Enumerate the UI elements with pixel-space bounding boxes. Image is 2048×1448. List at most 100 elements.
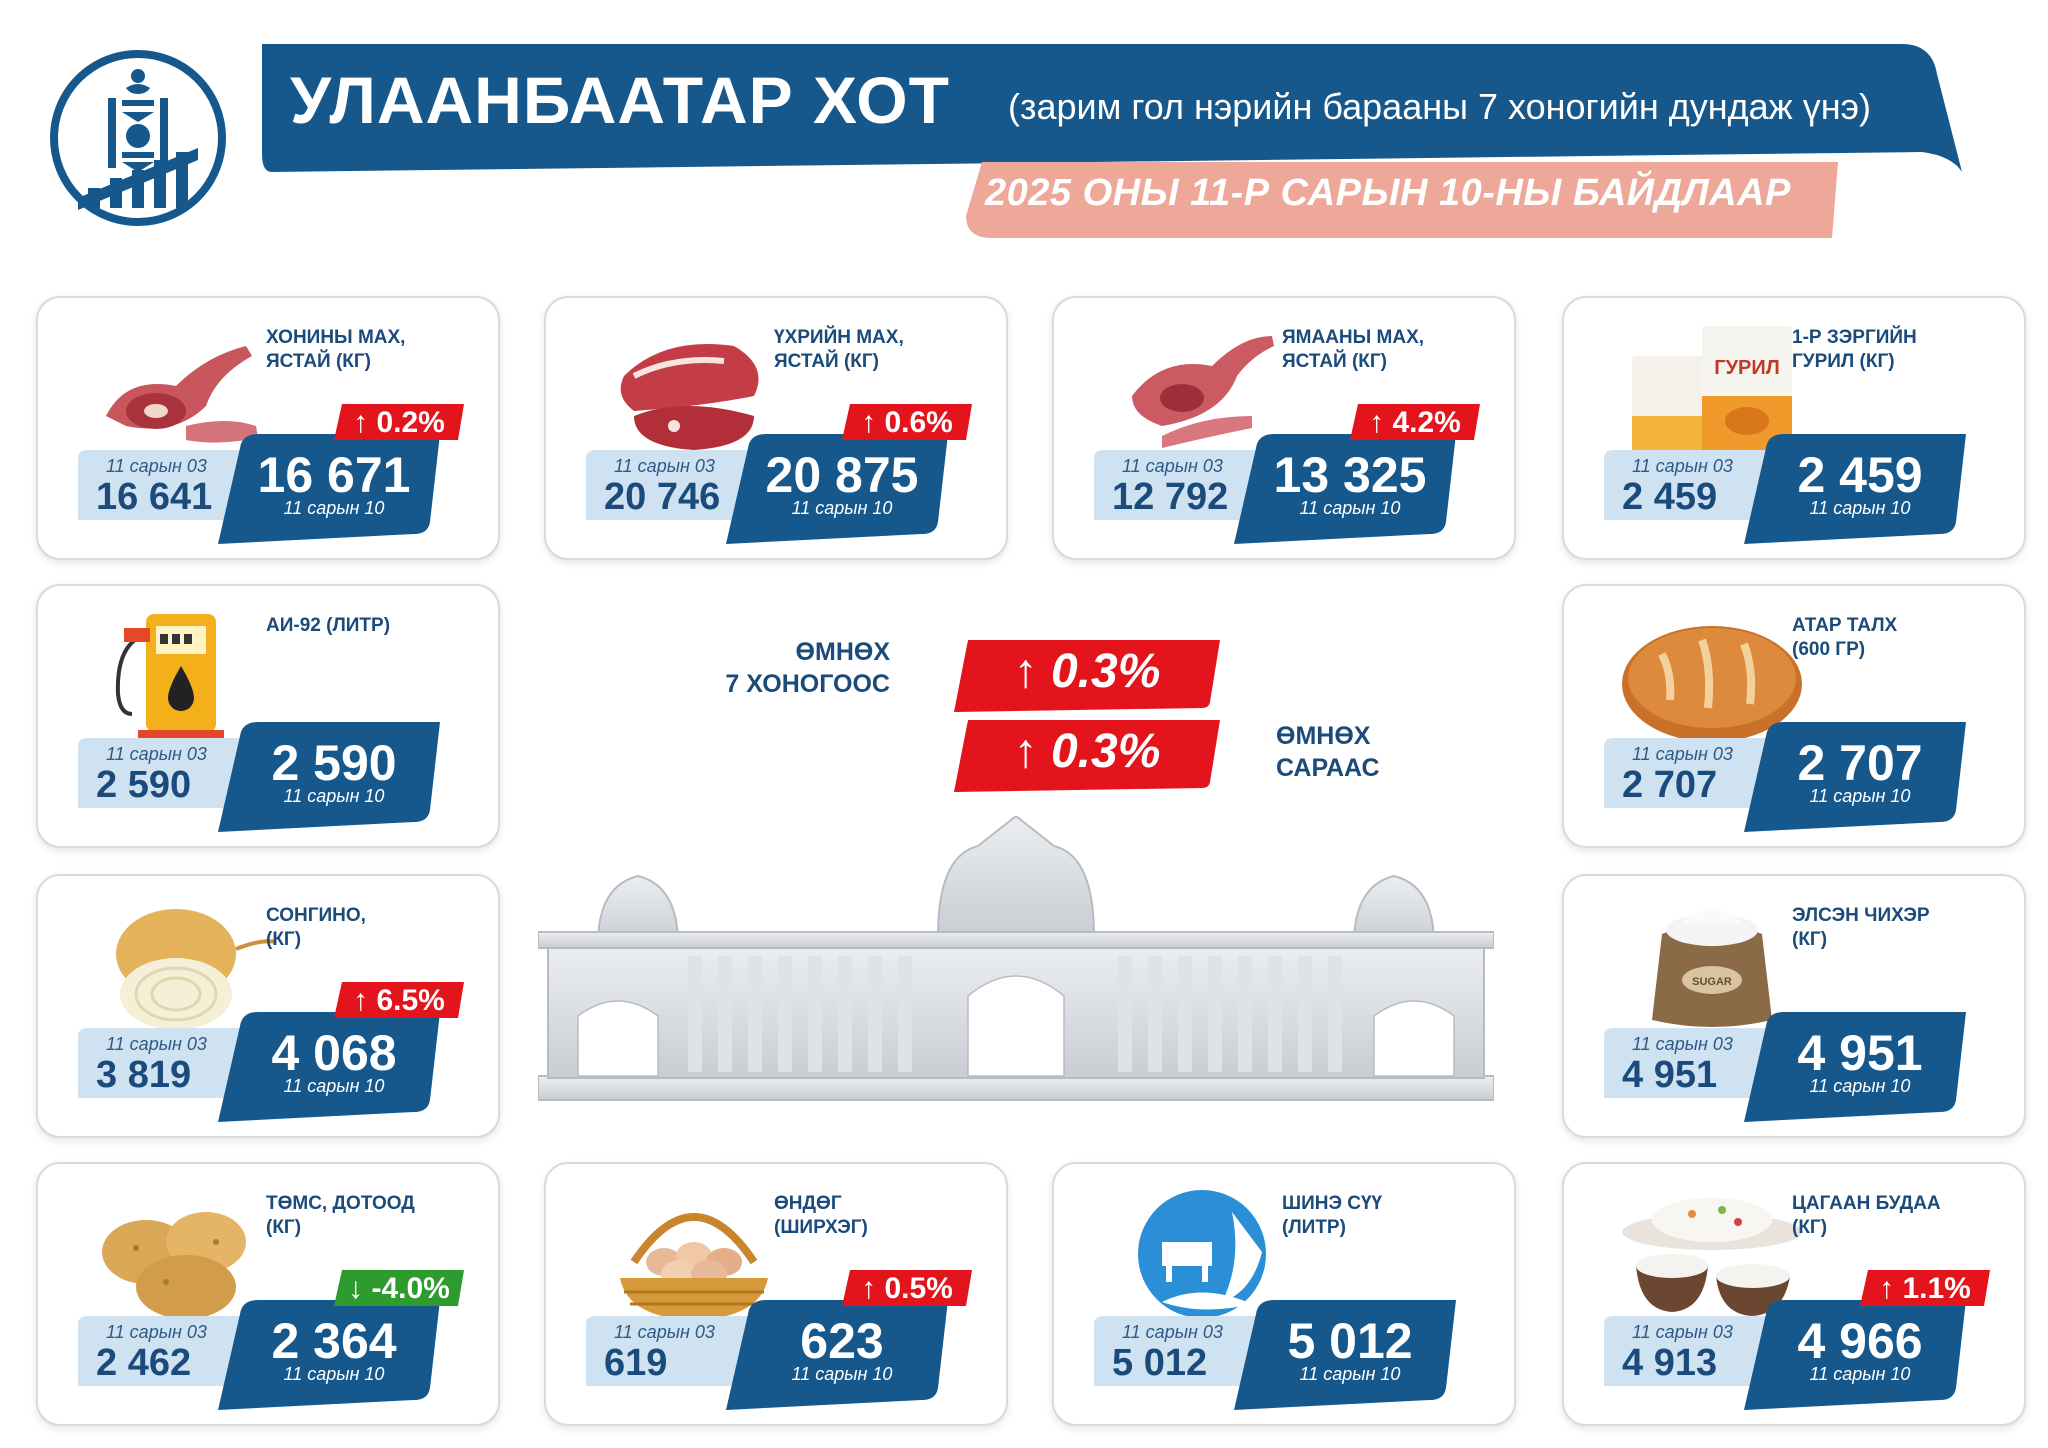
change-value: ↑ 1.1%	[1879, 1272, 1971, 1305]
price-card: АТАР ТАЛХ (600 ГР) 11 сарын 03 2 707 2 707 1…	[1562, 584, 2026, 848]
price-card: ГУРИЛ 1-Р ЗЭРГИЙН ГУРИЛ (КГ) 11 сарын 03 2 …	[1562, 296, 2026, 560]
page-subtitle: (зарим гол нэрийн барааны 7 хоногийн дун…	[1008, 86, 1871, 127]
change-badge	[1350, 404, 1480, 440]
current-date-label: 11 сарын 10	[791, 498, 893, 518]
current-price-band	[1234, 1300, 1456, 1410]
item-name: ШИНЭ СҮҮ (ЛИТР)	[1282, 1193, 1383, 1238]
government-palace-icon	[538, 816, 1494, 1101]
rice-icon	[1622, 1198, 1802, 1316]
current-price: 4 068	[271, 1025, 397, 1081]
monthly-change-badge	[954, 720, 1220, 792]
previous-price: 2 462	[96, 1342, 192, 1384]
mutton-icon	[106, 346, 258, 443]
previous-date-label: 11 сарын 03	[614, 1322, 715, 1342]
change-value: ↑ 0.2%	[353, 406, 445, 439]
date-banner	[966, 162, 1838, 238]
current-price: 2 459	[1797, 447, 1923, 503]
item-name: ЯМААНЫ МАХ, ЯСТАЙ (КГ)	[1282, 327, 1425, 372]
change-badge	[842, 1270, 972, 1306]
current-date-label: 11 сарын 10	[1809, 1364, 1911, 1384]
previous-date-label: 11 сарын 03	[106, 1034, 207, 1054]
current-price: 2 364	[271, 1313, 397, 1369]
item-name: ЦАГААН БУДАА (КГ)	[1792, 1193, 1941, 1238]
change-badge	[842, 404, 972, 440]
page-title: УЛААНБААТАР ХОТ	[290, 63, 950, 137]
weekly-change-label: ӨМНӨХ 7 ХОНОГООС	[725, 638, 890, 698]
previous-price: 16 641	[96, 476, 213, 518]
item-name: ТӨМС, ДОТООД (КГ)	[266, 1193, 415, 1238]
weekly-change-value: ↑ 0.3%	[1013, 645, 1161, 698]
price-card: СОНГИНО, (КГ) 11 сарын 03 3 819 4 068 11 сар…	[36, 874, 500, 1138]
item-name: 1-Р ЗЭРГИЙН ГУРИЛ (КГ)	[1792, 327, 1917, 372]
previous-date-label: 11 сарын 03	[614, 456, 715, 476]
milk-icon	[1138, 1190, 1266, 1318]
current-price-band	[218, 1300, 440, 1410]
current-date-label: 11 сарын 10	[1299, 498, 1401, 518]
monthly-change-value: ↑ 0.3%	[1013, 725, 1161, 778]
current-price-band	[726, 434, 948, 544]
egg-basket-icon	[620, 1213, 768, 1320]
previous-price: 3 819	[96, 1054, 192, 1096]
previous-date-label: 11 сарын 03	[1632, 1322, 1733, 1342]
previous-price: 4 951	[1622, 1054, 1718, 1096]
change-value: ↑ 4.2%	[1369, 406, 1461, 439]
potato-icon	[102, 1212, 246, 1319]
current-date-label: 11 сарын 10	[283, 498, 385, 518]
change-badge	[334, 1270, 464, 1306]
bread-icon	[1622, 626, 1802, 742]
current-price-band	[218, 434, 440, 544]
change-badge	[334, 982, 464, 1018]
previous-price: 4 913	[1622, 1342, 1718, 1384]
current-price-band	[1234, 434, 1456, 544]
change-badge	[334, 404, 464, 440]
price-card: ШИНЭ СҮҮ (ЛИТР) 11 сарын 03 5 012 5 012 11 с…	[1052, 1162, 1516, 1426]
current-date-label: 11 сарын 10	[283, 1076, 385, 1096]
item-name: ХОНИНЫ МАХ, ЯСТАЙ (КГ)	[266, 327, 406, 372]
current-date-label: 11 сарын 10	[791, 1364, 893, 1384]
current-price-band	[1744, 1012, 1966, 1122]
date-label: 2025 ОНЫ 11-Р САРЫН 10-НЫ БАЙДЛААР	[985, 172, 1791, 214]
item-name: АТАР ТАЛХ (600 ГР)	[1792, 615, 1898, 660]
beef-icon	[620, 344, 759, 450]
previous-date-label: 11 сарын 03	[1632, 456, 1733, 476]
previous-date-label: 11 сарын 03	[1122, 1322, 1223, 1342]
previous-price: 619	[604, 1342, 668, 1384]
price-card: ӨНДӨГ (ШИРХЭГ) 11 сарын 03 619 623 11 сарын …	[544, 1162, 1008, 1426]
previous-price: 12 792	[1112, 476, 1229, 518]
current-price-band	[1744, 1300, 1966, 1410]
previous-date-label: 11 сарын 03	[106, 744, 207, 764]
item-name: СОНГИНО, (КГ)	[266, 905, 366, 950]
change-badge	[1860, 1270, 1990, 1306]
previous-date-label: 11 сарын 03	[106, 456, 207, 476]
price-card: ЯМААНЫ МАХ, ЯСТАЙ (КГ) 11 сарын 03 12 792 1…	[1052, 296, 1516, 560]
current-price: 13 325	[1273, 447, 1427, 503]
svg-text:ГУРИЛ: ГУРИЛ	[1714, 357, 1780, 379]
current-date-label: 11 сарын 10	[283, 786, 385, 806]
previous-date-label: 11 сарын 03	[1632, 1034, 1733, 1054]
price-card: ТӨМС, ДОТООД (КГ) 11 сарын 03 2 462 2 364 11…	[36, 1162, 500, 1426]
price-card: SUGAR ЭЛСЭН ЧИХЭР (КГ) 11 сарын 03 4 951 4 9…	[1562, 874, 2026, 1138]
current-price-band	[1744, 434, 1966, 544]
item-name: ӨНДӨГ (ШИРХЭГ)	[774, 1193, 868, 1238]
current-date-label: 11 сарын 10	[1809, 498, 1911, 518]
current-price-band	[218, 1012, 440, 1122]
previous-price: 2 707	[1622, 764, 1718, 806]
previous-price: 20 746	[604, 476, 721, 518]
change-value: ↑ 6.5%	[353, 984, 445, 1017]
change-value: ↑ 0.5%	[861, 1272, 953, 1305]
current-price: 4 966	[1797, 1313, 1923, 1369]
current-price: 4 951	[1797, 1025, 1923, 1081]
previous-price: 5 012	[1112, 1342, 1208, 1384]
price-card: ҮХРИЙН МАХ, ЯСТАЙ (КГ) 11 сарын 03 20 746 2…	[544, 296, 1008, 560]
onion-icon	[116, 909, 277, 1030]
current-price-band	[218, 722, 440, 832]
previous-price: 2 590	[96, 764, 192, 806]
current-price-band	[726, 1300, 948, 1410]
current-price: 623	[800, 1313, 884, 1369]
previous-date-label: 11 сарын 03	[106, 1322, 207, 1342]
previous-date-label: 11 сарын 03	[1122, 456, 1223, 476]
current-price: 5 012	[1287, 1313, 1413, 1369]
item-name: ЭЛСЭН ЧИХЭР (КГ)	[1792, 905, 1930, 950]
goat-meat-icon	[1132, 336, 1274, 448]
current-date-label: 11 сарын 10	[1809, 786, 1911, 806]
